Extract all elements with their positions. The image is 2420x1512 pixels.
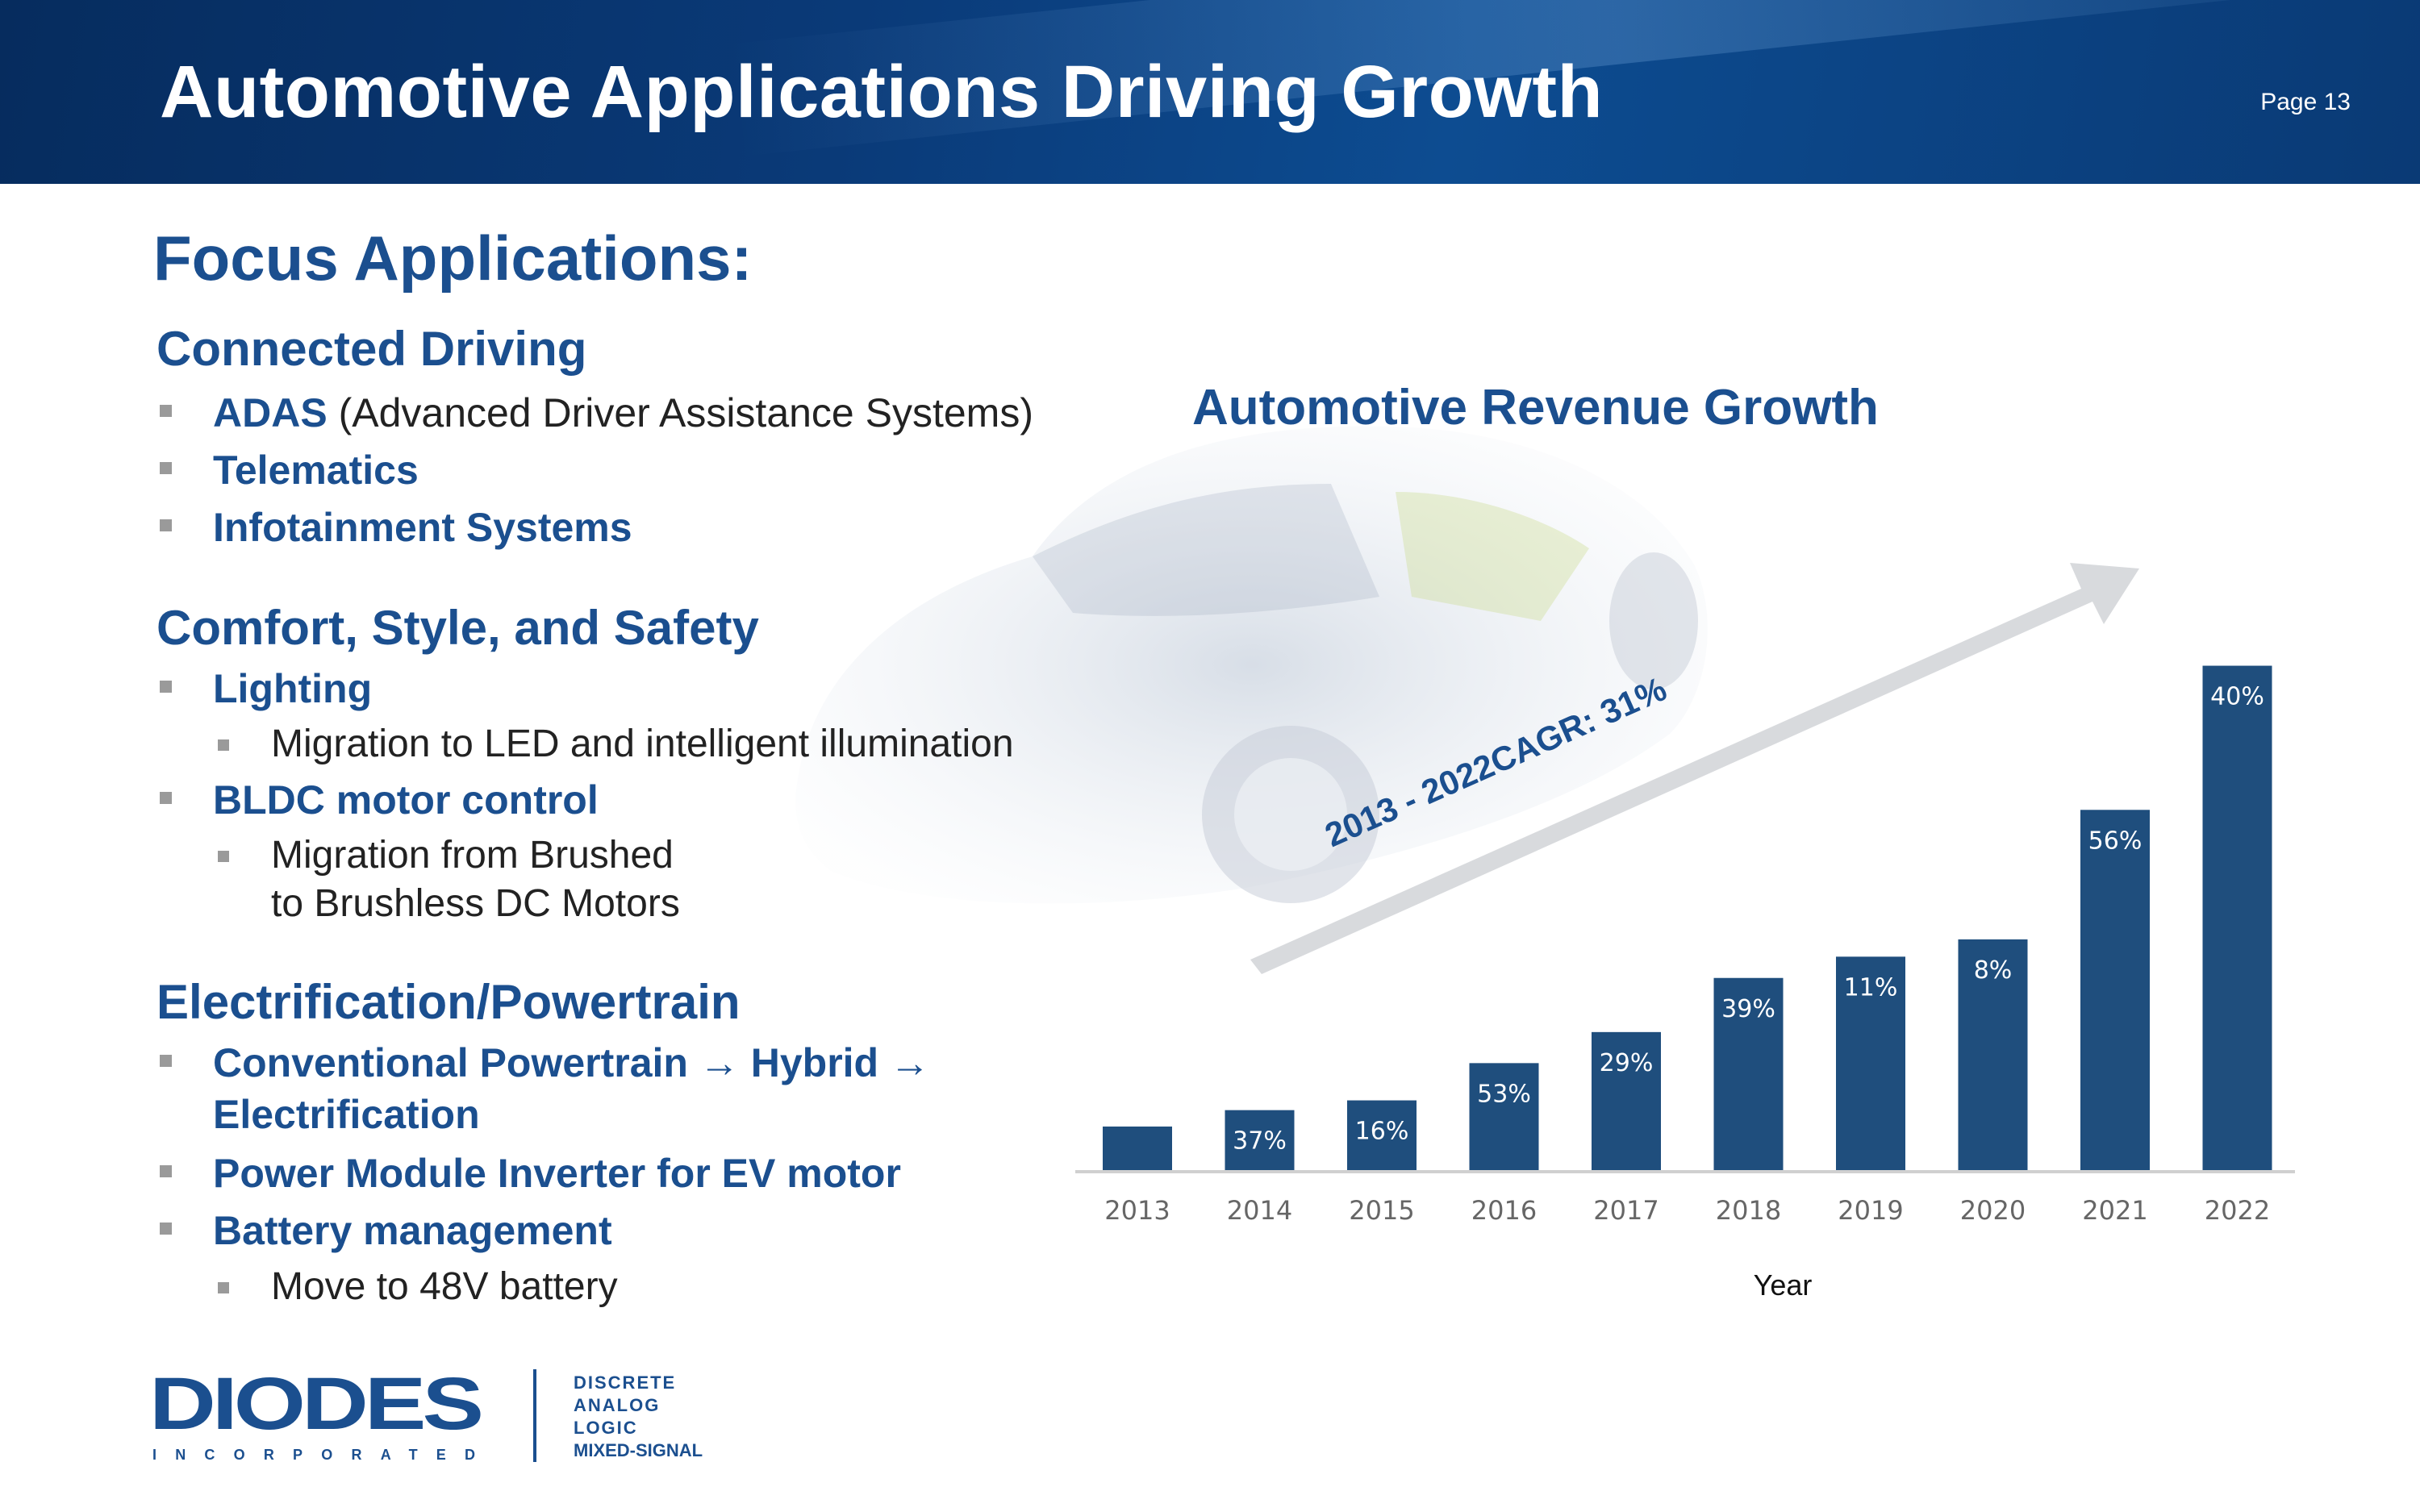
bar-label-2021: 56% [2088,827,2143,855]
bullet-lighting-label: Lighting [213,666,373,711]
sub-bullet-square-icon [218,851,229,862]
sub-bullet-brushless-line2: to Brushless DC Motors [271,882,680,925]
bar-2014 [1225,1110,1295,1171]
section-connected-driving: Connected Driving [156,322,587,376]
bar-2017 [1592,1031,1661,1171]
x-tick-2020: 2020 [1960,1195,2026,1226]
bullet-battery-label: Battery management [213,1208,612,1253]
cagr-arrow [1250,563,2139,974]
bullet-bldc: BLDC motor control [160,774,599,826]
x-axis-label: Year [1754,1268,1813,1302]
slide-title: Automotive Applications Driving Growth [160,51,1604,133]
logo-wordmark: DIODES [149,1363,481,1445]
bar-2021 [2080,810,2150,1171]
bar-2022 [2202,665,2272,1171]
bar-label-2020: 8% [1974,956,2013,985]
section-comfort-style-safety: Comfort, Style, and Safety [156,601,759,655]
logo-tagline: INCORPORATED [152,1447,475,1463]
x-tick-2016: 2016 [1471,1195,1537,1226]
bar-2020 [1958,939,2028,1171]
bullet-square-icon [160,1055,172,1067]
bar-2018 [1713,977,1784,1171]
x-tick-2022: 2022 [2205,1195,2270,1226]
sub-bullet-48v: Move to 48V battery [218,1263,618,1311]
bullet-powertrain-line1: Conventional Powertrain → Hybrid → [213,1040,930,1085]
bar-label-2014: 37% [1233,1127,1287,1156]
bullet-lighting: Lighting [160,663,373,714]
logo-line-mixed-signal: MIXED-SIGNAL [574,1440,703,1460]
sub-bullet-led: Migration to LED and intelligent illumin… [218,720,1014,768]
bullet-square-icon [160,1223,172,1235]
bullet-telematics: Telematics [160,444,419,496]
logo-line-discrete: DISCRETE [574,1372,676,1393]
revenue-bar-chart: 2013 - 2022CAGR: 31% 2013 37% 2014 16% 2015 5… [1075,563,2295,1302]
logo-line-logic: LOGIC [574,1418,638,1438]
sub-bullet-brushless-line1: Migration from Brushed [271,834,674,877]
bullet-telematics-label: Telematics [213,448,419,493]
sub-bullet-square-icon [218,1282,229,1293]
bullet-power-module: Power Module Inverter for EV motor [160,1148,901,1199]
bullet-square-icon [160,792,172,804]
bullet-powertrain-line2: Electrification [213,1092,480,1137]
logo-line-analog: ANALOG [574,1395,660,1415]
x-tick-2019: 2019 [1838,1195,1903,1226]
bullet-adas-bold: ADAS [213,390,328,435]
bullet-square-icon [160,519,172,531]
x-tick-2021: 2021 [2082,1195,2147,1226]
cagr-annotation: 2013 - 2022CAGR: 31% [1320,669,1672,854]
sub-bullet-square-icon [218,739,229,751]
bar-label-2019: 11% [1844,973,1898,1002]
bullet-bldc-label: BLDC motor control [213,777,599,823]
page-number: Page 13 [2260,89,2351,115]
diodes-logo: DIODES INCORPORATED DISCRETE ANALOG LOGI… [149,1363,703,1463]
x-tick-2014: 2014 [1227,1195,1292,1226]
bullet-square-icon [160,681,172,693]
bar-2019 [1836,956,1905,1171]
bullet-infotainment-label: Infotainment Systems [213,505,632,550]
bar-2013 [1103,1127,1172,1171]
bar-2016 [1469,1063,1539,1171]
bullet-square-icon [160,405,172,417]
x-tick-2018: 2018 [1716,1195,1781,1226]
bullet-powertrain: Conventional Powertrain → Hybrid → Elect… [160,1037,930,1140]
bullet-square-icon [160,462,172,474]
car-background-illustration [795,426,1708,904]
bar-2015 [1347,1100,1417,1171]
bar-label-2022: 40% [2210,683,2264,711]
bullet-battery: Battery management [160,1205,612,1256]
x-tick-2015: 2015 [1349,1195,1414,1226]
bar-label-2018: 39% [1721,995,1775,1023]
sub-bullet-led-text: Migration to LED and intelligent illumin… [271,723,1014,765]
sub-bullet-48v-text: Move to 48V battery [271,1265,618,1308]
bullet-square-icon [160,1165,172,1177]
chart-title: Automotive Revenue Growth [1192,380,1879,435]
bullet-power-module-label: Power Module Inverter for EV motor [213,1151,901,1196]
section-electrification: Electrification/Powertrain [156,975,741,1029]
bar-label-2017: 29% [1600,1049,1654,1077]
header-banner: Automotive Applications Driving Growth P… [0,0,2420,184]
focus-applications-title: Focus Applications: [153,223,753,294]
bar-label-2015: 16% [1355,1118,1409,1146]
bullet-infotainment: Infotainment Systems [160,502,632,553]
logo-divider [533,1369,536,1462]
x-tick-2017: 2017 [1593,1195,1659,1226]
bar-label-2016: 53% [1477,1080,1531,1108]
sub-bullet-brushless: Migration from Brushed to Brushless DC M… [218,831,680,928]
x-tick-2013: 2013 [1104,1195,1170,1226]
bullet-adas: ADAS (Advanced Driver Assistance Systems… [160,387,1033,439]
bullet-adas-detail: (Advanced Driver Assistance Systems) [327,390,1033,435]
